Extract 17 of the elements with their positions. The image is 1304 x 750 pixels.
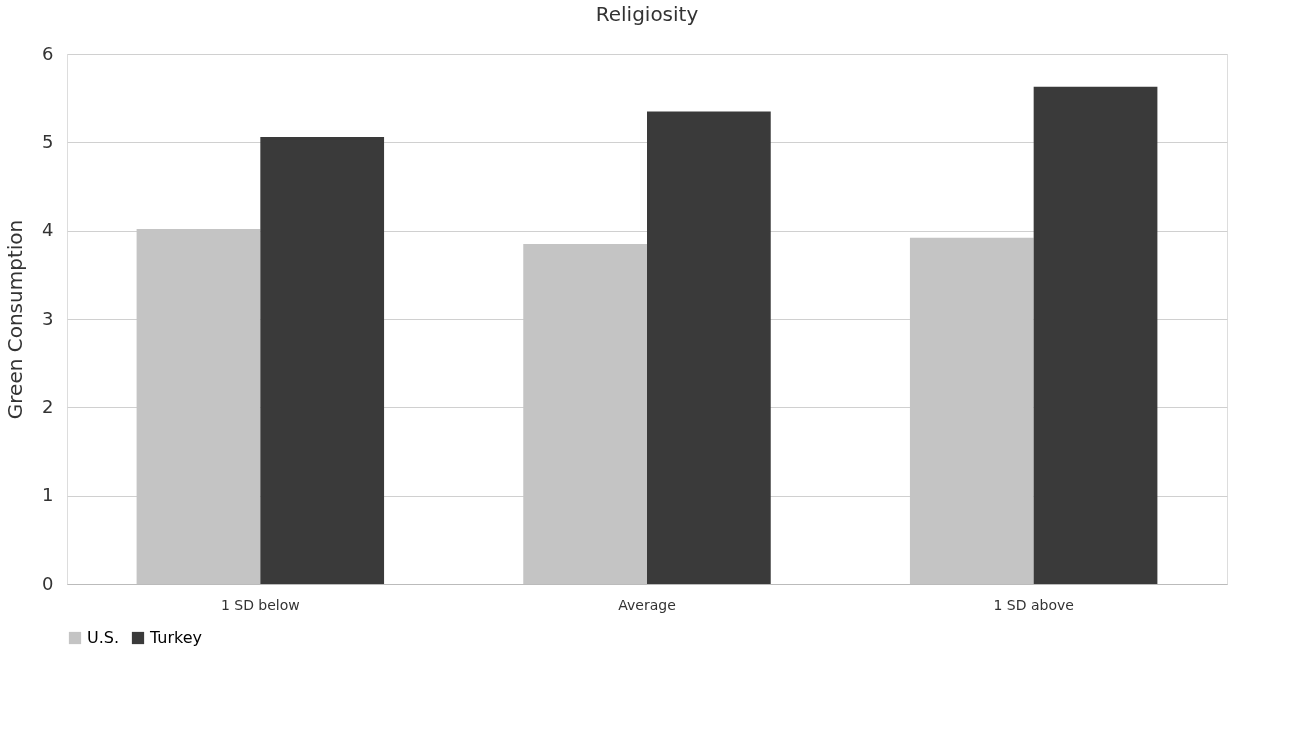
x-tick-label: 1 SD above	[993, 596, 1074, 613]
y-tick-label: 6	[42, 42, 54, 64]
y-tick-label: 5	[42, 130, 54, 152]
x-tick-label: 1 SD below	[220, 596, 300, 613]
legend-label: Turkey	[149, 628, 203, 647]
y-tick-label: 4	[42, 219, 54, 241]
bar	[647, 111, 771, 584]
bar	[260, 137, 385, 584]
y-axis-title: Green Consumption	[3, 219, 28, 420]
legend-label: U.S.	[87, 628, 120, 647]
y-tick-label: 1	[42, 484, 54, 506]
x-tick-label: Average	[618, 596, 676, 613]
y-tick-label: 3	[42, 307, 54, 329]
y-tick-label: 2	[42, 395, 54, 417]
bar	[1033, 86, 1158, 584]
chart-title: Religiosity	[595, 2, 699, 26]
y-tick-label: 0	[42, 572, 54, 594]
